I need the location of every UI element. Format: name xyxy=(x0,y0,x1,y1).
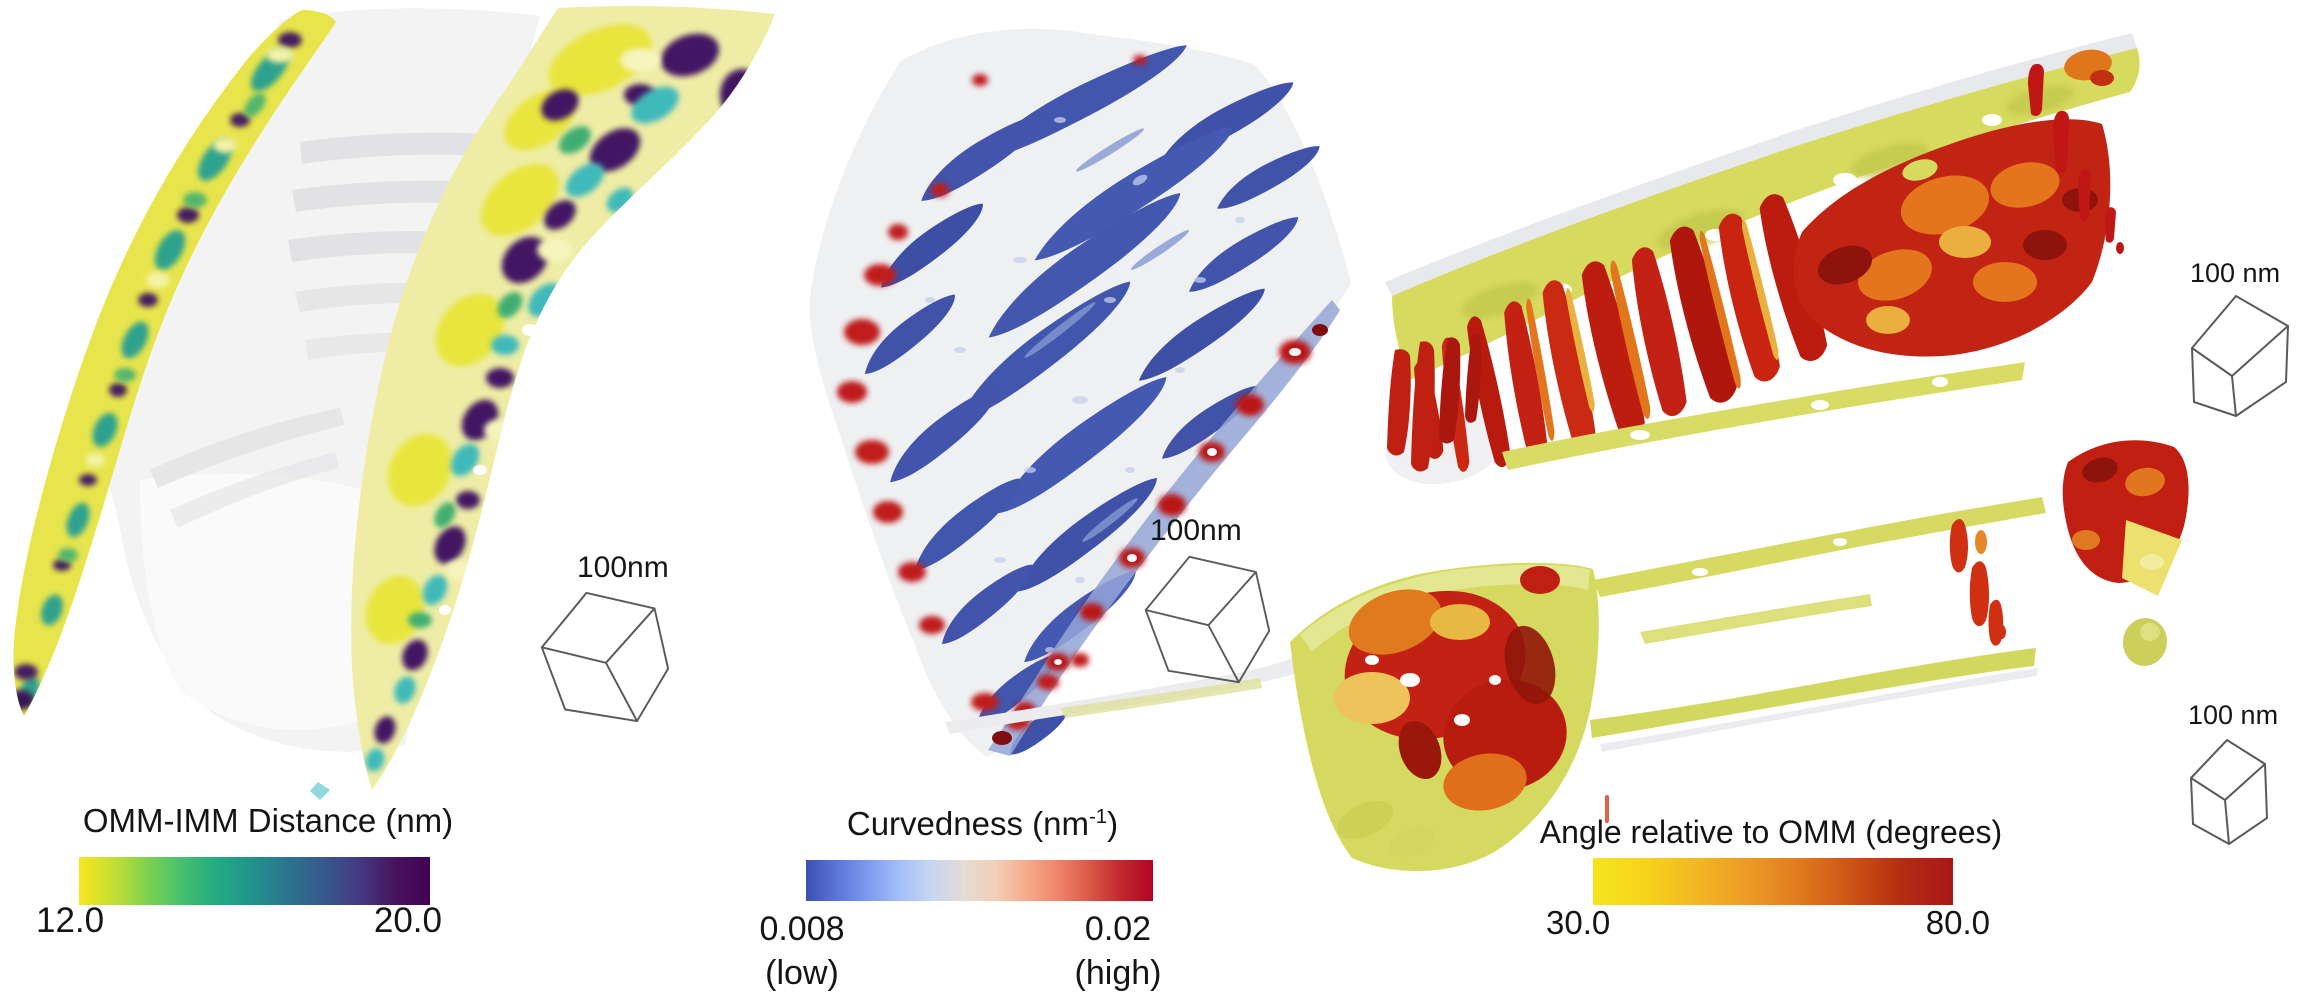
scale-cube-icon-angle-top xyxy=(2190,294,2290,418)
cristae-lamellae xyxy=(855,32,1326,762)
angle-colorbar xyxy=(1593,858,1953,905)
cristae-drips xyxy=(1387,334,1482,472)
distance-colorbar xyxy=(79,857,430,905)
distance-map-band-left xyxy=(13,10,337,800)
bottom-cristae-mass xyxy=(1334,566,1567,857)
tail-flecks xyxy=(1949,519,2006,646)
detached-flecks xyxy=(2028,49,2124,254)
curvedness-render xyxy=(809,28,1351,762)
curvedness-colorbar-max: 0.02 (high) xyxy=(1074,910,1162,992)
angle-colorbar-max: 80.0 xyxy=(1925,904,1990,941)
curvedness-colorbar xyxy=(806,860,1153,901)
band-tip-fleck xyxy=(310,782,330,800)
scale-cube-icon-curvedness xyxy=(1144,555,1271,684)
angle-colorbar-min: 30.0 xyxy=(1546,904,1611,941)
render-artifact-tick xyxy=(1605,795,1609,823)
angle-render-bottom-structure xyxy=(945,440,2189,872)
scale-label-distance: 100nm xyxy=(577,551,669,584)
omm-imm-distance-render xyxy=(13,6,775,800)
scale-label-angle-bottom: 100 nm xyxy=(2188,700,2279,730)
curvedness-colorbar-min: 0.008 (low) xyxy=(759,910,845,992)
distance-map-band-right xyxy=(351,6,775,790)
curvedness-title: Curvedness (nm-1) xyxy=(846,805,1119,842)
scale-label-angle-top: 100 nm xyxy=(2190,258,2281,288)
bottom-right-cluster xyxy=(2062,440,2189,666)
scale-cube-icon-angle-bottom xyxy=(2189,738,2269,846)
angle-render-top-structure xyxy=(1385,33,2140,485)
curvedness-membrane xyxy=(809,28,1351,757)
angle-title: Angle relative to OMM (degrees) xyxy=(1539,814,2003,850)
high-curvature-rim xyxy=(837,55,1340,756)
scale-cube-icon-distance xyxy=(540,591,670,723)
angle-render xyxy=(945,33,2189,872)
bottom-tail-strands xyxy=(1590,497,2046,752)
distance-title: OMM-IMM Distance (nm) xyxy=(82,802,454,839)
scale-label-curvedness: 100nm xyxy=(1150,514,1242,547)
distance-colorbar-min: 12.0 xyxy=(36,901,105,940)
cristae-mass-right xyxy=(1793,119,2111,357)
distance-colorbar-max: 20.0 xyxy=(373,901,442,940)
